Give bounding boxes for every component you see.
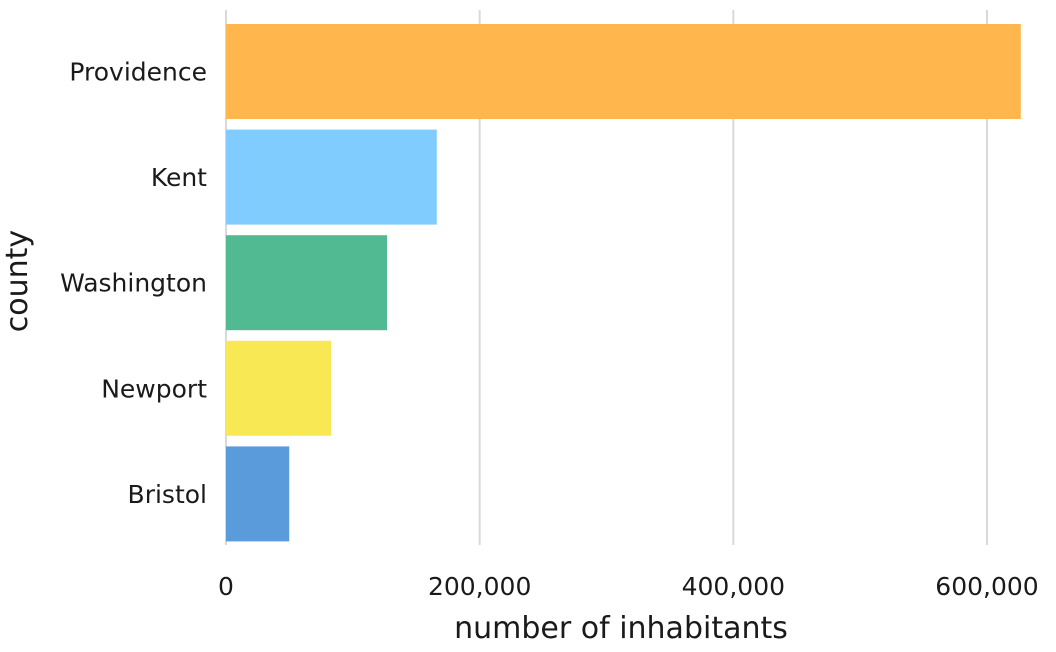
bar-kent (226, 129, 437, 225)
x-tick-label: 600,000 (935, 572, 1038, 601)
x-axis-title: number of inhabitants (454, 611, 788, 646)
y-tick-label-providence: Providence (69, 58, 207, 87)
y-axis-tick-labels: Providence Kent Washington Newport Bristol (60, 58, 207, 509)
y-tick-label-bristol: Bristol (128, 480, 207, 509)
x-tick-label: 200,000 (428, 572, 531, 601)
y-axis-title: county (0, 230, 35, 332)
y-tick-label-washington: Washington (60, 269, 207, 298)
x-tick-label: 400,000 (682, 572, 785, 601)
bar-newport (226, 340, 332, 436)
y-tick-label-kent: Kent (151, 163, 207, 192)
x-axis-tick-labels: 0 200,000 400,000 600,000 (218, 572, 1039, 601)
bars (226, 24, 1021, 542)
bar-providence (226, 24, 1021, 119)
x-tick-label: 0 (218, 572, 234, 601)
y-tick-label-newport: Newport (101, 374, 207, 403)
bar-bristol (226, 446, 290, 542)
bar-washington (226, 235, 388, 331)
